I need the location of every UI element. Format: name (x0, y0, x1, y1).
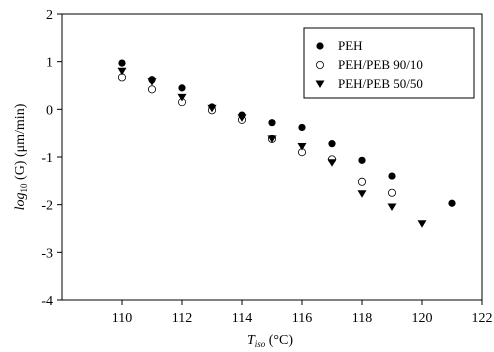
point-peh-peb-90-10 (358, 178, 365, 185)
y-axis-title-rest: (G) (μm/min) (13, 103, 28, 183)
point-peh (358, 157, 365, 164)
y-tick-label: -4 (41, 294, 53, 309)
point-peh (268, 119, 275, 126)
x-tick-label: 122 (472, 311, 493, 326)
legend: PEH PEH/PEB 90/10 PEH/PEB 50/50 (304, 28, 474, 98)
point-peh (118, 59, 125, 66)
x-tick-label: 112 (172, 311, 192, 326)
x-axis: 110 112 114 116 118 120 122 (112, 300, 493, 326)
point-peh (328, 140, 335, 147)
point-peh-peb-50-50 (148, 78, 157, 86)
x-tick-label: 118 (352, 311, 372, 326)
x-tick-label: 120 (412, 311, 433, 326)
y-axis-title: log10 (G) (μm/min) (13, 103, 29, 210)
legend-label-3: PEH/PEB 50/50 (338, 76, 423, 91)
point-peh-peb-50-50 (118, 68, 127, 76)
x-axis-title-unit: (°C) (265, 333, 293, 348)
legend-marker-filled-circle (316, 42, 323, 49)
point-peh-peb-50-50 (418, 220, 427, 228)
point-peh (448, 200, 455, 207)
y-tick-label: -3 (41, 246, 53, 261)
point-peh-peb-50-50 (328, 159, 337, 167)
point-peh (178, 84, 185, 91)
point-peh (298, 124, 305, 131)
y-tick-label: -2 (41, 199, 53, 214)
x-tick-label: 114 (232, 311, 252, 326)
y-axis: -4 -3 -2 -1 0 1 2 (41, 8, 62, 309)
legend-label-1: PEH (338, 38, 363, 53)
x-tick-label: 116 (292, 311, 312, 326)
y-axis-title-log: log (13, 192, 28, 210)
point-peh-peb-50-50 (388, 204, 397, 212)
point-peh-peb-90-10 (148, 86, 155, 93)
point-peh-peb-50-50 (358, 190, 367, 198)
x-axis-title-sub: iso (255, 339, 266, 349)
point-peh (388, 172, 395, 179)
legend-label-2: PEH/PEB 90/10 (338, 57, 423, 72)
y-tick-label: 0 (46, 103, 53, 118)
y-tick-label: -1 (41, 151, 53, 166)
x-axis-title: Tiso (°C) (247, 333, 293, 349)
y-tick-label: 2 (46, 8, 53, 23)
point-peh-peb-50-50 (298, 143, 307, 151)
legend-marker-open-circle (316, 61, 323, 68)
x-tick-label: 110 (112, 311, 132, 326)
y-tick-label: 1 (46, 56, 53, 71)
point-peh-peb-90-10 (388, 189, 395, 196)
